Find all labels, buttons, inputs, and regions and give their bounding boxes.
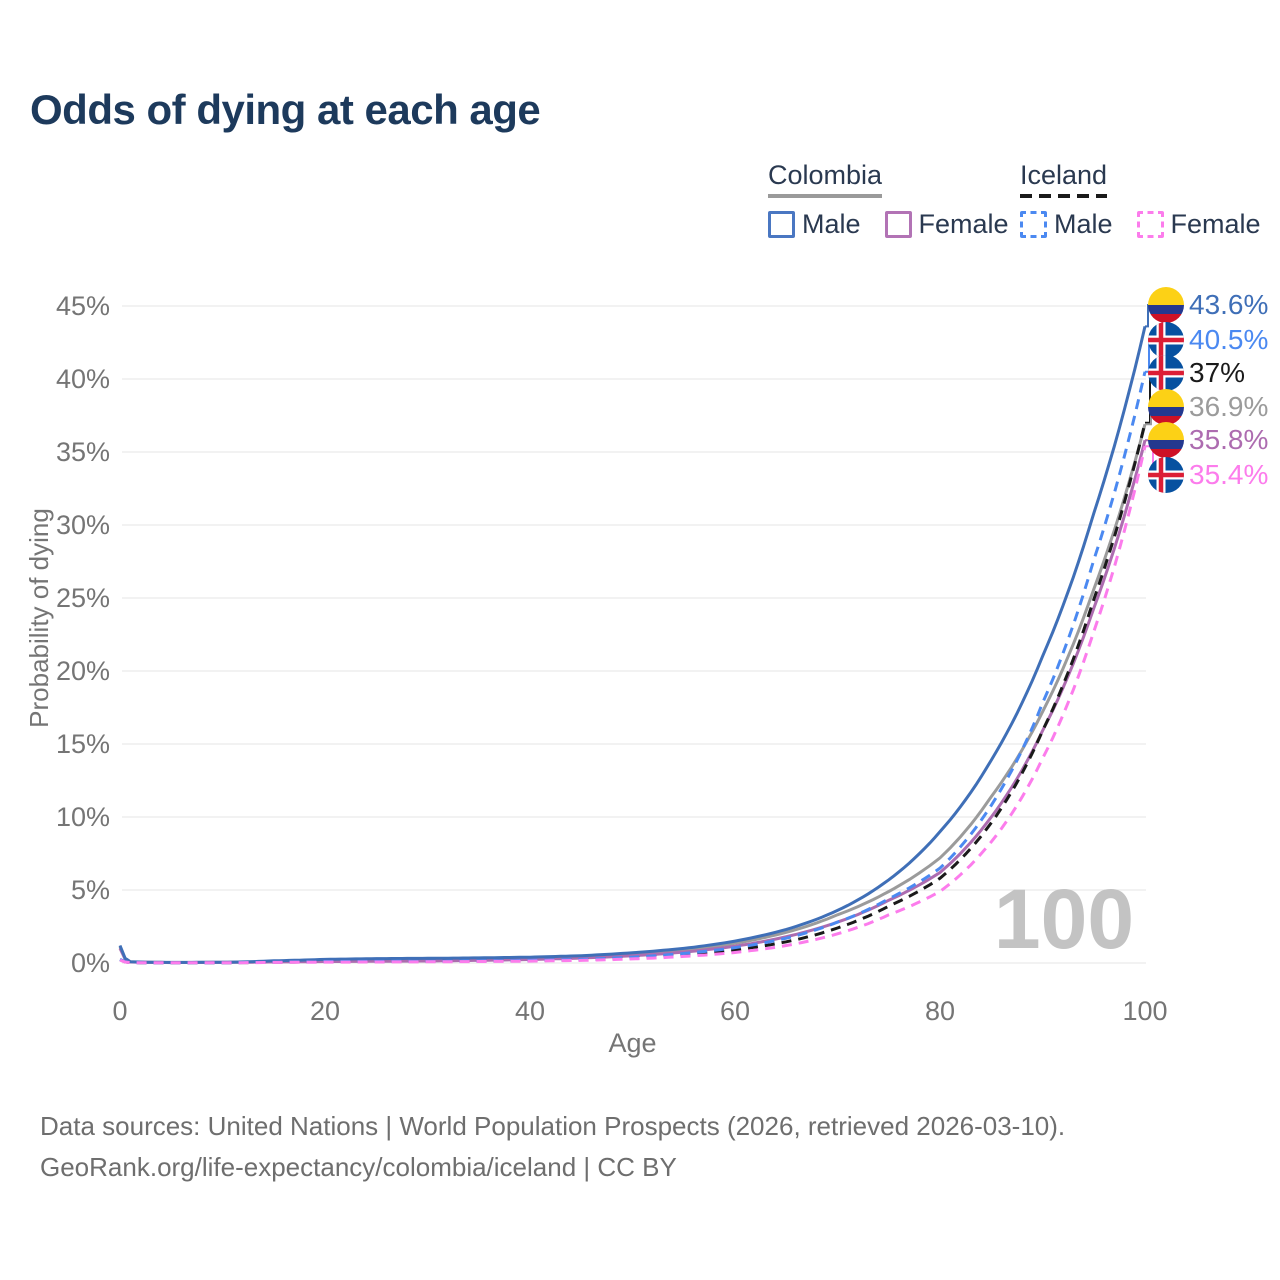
footer-data-sources: Data sources: United Nations | World Pop… — [40, 1111, 1066, 1141]
legend-country-iceland: Iceland — [1020, 160, 1108, 198]
legend-swatch-colombia-female[interactable] — [884, 211, 912, 238]
x-tick-label-60: 60 — [720, 996, 750, 1026]
page-title: Odds of dying at each age — [30, 86, 541, 133]
y-tick-label-15: 15% — [56, 729, 110, 759]
legend-item-iceland-female[interactable]: Female — [1136, 209, 1261, 240]
end-value-colombia-male: 43.6% — [1189, 289, 1269, 320]
legend-items-colombia: Male Female — [768, 209, 1009, 240]
end-value-colombia-both: 36.9% — [1189, 391, 1269, 422]
y-tick-label-0: 0% — [71, 948, 110, 978]
y-tick-label-5: 5% — [71, 875, 110, 905]
x-tick-label-100: 100 — [1122, 996, 1167, 1026]
x-tick-label-40: 40 — [515, 996, 545, 1026]
series-line-iceland-female — [119, 445, 1147, 965]
y-tick-label-25: 25% — [56, 583, 110, 613]
x-tick-label-80: 80 — [925, 996, 955, 1026]
end-label-colombia-male: 43.6% — [1148, 287, 1268, 323]
legend-linestyle-sample-iceland — [1020, 194, 1108, 198]
x-axis-ticks: 0 20 40 60 80 100 — [112, 996, 1167, 1026]
end-value-iceland-both: 37% — [1189, 357, 1246, 388]
series-line-colombia-female — [118, 439, 1147, 965]
end-label-colombia-female: 35.8% — [1148, 422, 1268, 458]
x-tick-label-20: 20 — [310, 996, 340, 1026]
end-value-iceland-male: 40.5% — [1189, 324, 1269, 355]
colombia-flag-icon — [1148, 287, 1184, 323]
end-label-colombia-both: 36.9% — [1148, 389, 1268, 425]
x-axis-title: Age — [608, 1028, 656, 1058]
legend-country-label: Iceland — [1020, 160, 1108, 190]
end-label-iceland-both: 37% — [1148, 355, 1245, 391]
y-tick-label-45: 45% — [56, 291, 110, 321]
colombia-flag-icon — [1148, 389, 1184, 425]
y-axis-ticks: 0% 5% 10% 15% 20% 25% 30% 35% 40% 45% — [56, 291, 110, 978]
series-line-colombia-male — [118, 326, 1147, 964]
legend-items-iceland: Male Female — [1020, 209, 1261, 240]
iceland-flag-icon — [1148, 322, 1184, 358]
legend-item-colombia-male[interactable]: Male — [768, 209, 861, 240]
age-watermark: 100 — [994, 872, 1134, 966]
legend-item-colombia-female[interactable]: Female — [884, 209, 1009, 240]
legend-group-colombia: Colombia Male Female — [768, 160, 1009, 240]
legend-country-colombia: Colombia — [768, 160, 883, 198]
legend-group-iceland: Iceland Male Female — [1020, 160, 1261, 240]
series-lines — [118, 326, 1147, 965]
legend-swatch-colombia-male[interactable] — [768, 211, 795, 238]
gridlines — [122, 305, 1146, 964]
y-tick-label-35: 35% — [56, 437, 110, 467]
legend-country-label: Colombia — [768, 160, 883, 190]
end-value-iceland-female: 35.4% — [1189, 459, 1269, 490]
legend-item-label: Male — [802, 209, 861, 239]
y-tick-label-30: 30% — [56, 510, 110, 540]
colombia-flag-icon — [1148, 422, 1184, 458]
legend-swatch-iceland-female[interactable] — [1136, 211, 1164, 238]
series-line-colombia-both — [118, 423, 1147, 964]
footer: Data sources: United Nations | World Pop… — [40, 1106, 1065, 1188]
footer-attribution: GeoRank.org/life-expectancy/colombia/ice… — [40, 1152, 677, 1182]
y-tick-label-10: 10% — [56, 802, 110, 832]
legend-item-label: Female — [1170, 209, 1261, 239]
y-axis-title: Probability of dying — [24, 508, 54, 728]
legend-linestyle-sample-colombia — [768, 194, 883, 198]
end-label-iceland-male: 40.5% — [1148, 322, 1268, 358]
series-line-iceland-male — [119, 371, 1147, 965]
end-label-iceland-female: 35.4% — [1148, 457, 1268, 493]
legend-item-label: Female — [918, 209, 1009, 239]
iceland-flag-icon — [1148, 457, 1184, 493]
y-tick-label-40: 40% — [56, 364, 110, 394]
iceland-flag-icon — [1148, 355, 1184, 391]
y-tick-label-20: 20% — [56, 656, 110, 686]
legend-item-iceland-male[interactable]: Male — [1020, 209, 1113, 240]
legend-swatch-iceland-male[interactable] — [1020, 211, 1047, 238]
x-tick-label-0: 0 — [112, 996, 127, 1026]
end-value-colombia-female: 35.8% — [1189, 424, 1269, 455]
legend-item-label: Male — [1054, 209, 1113, 239]
series-line-iceland-both — [119, 422, 1147, 965]
